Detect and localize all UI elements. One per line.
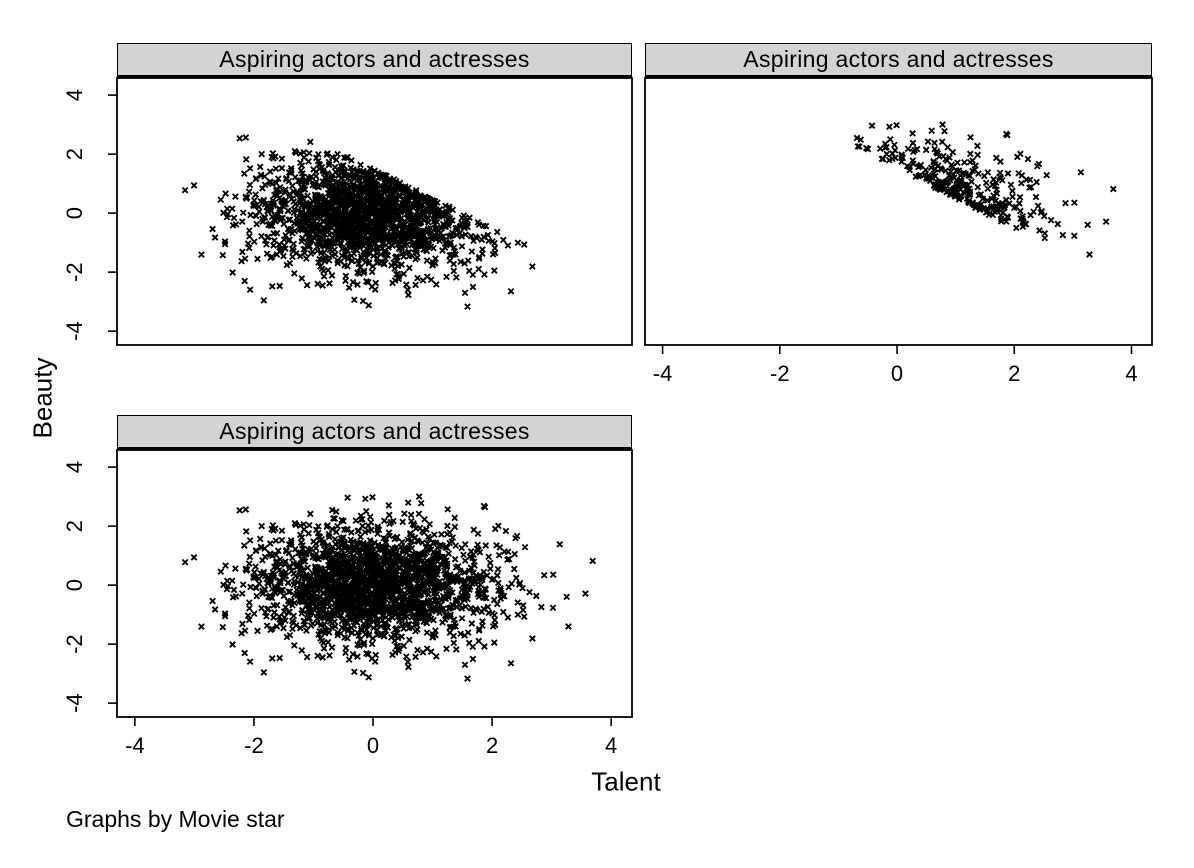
y-axis-title: Beauty (27, 357, 58, 439)
x-tick-label: 4 (1125, 361, 1137, 386)
x-tick-label: 0 (891, 361, 903, 386)
plot-border-movie-star (644, 77, 1153, 346)
y-tick-label: -2 (62, 262, 87, 282)
plot-border-total (116, 449, 633, 718)
scatter-markers-movie-star (853, 121, 1117, 258)
y-tick-label: -4 (62, 693, 87, 713)
y-tick-label: 2 (62, 520, 87, 532)
y-tick-label: 4 (62, 461, 87, 473)
x-tick-label: -2 (770, 361, 790, 386)
x-tick-label: 4 (605, 733, 617, 758)
plot-border-not-movie-star (116, 77, 633, 346)
by-variable-note: Graphs by Movie star (66, 806, 285, 832)
panel-title-total: Aspiring actors and actresses (117, 415, 632, 450)
y-tick-label: 0 (62, 579, 87, 591)
x-tick-label: 0 (367, 733, 379, 758)
x-tick-label: 2 (486, 733, 498, 758)
scatter-markers-total (181, 493, 597, 682)
scatter-markers-not-movie-star (181, 134, 536, 310)
y-tick-label: -4 (62, 321, 87, 341)
x-tick-label: -2 (244, 733, 264, 758)
x-axis-title: Talent (591, 766, 661, 797)
x-tick-label: 2 (1008, 361, 1020, 386)
y-tick-label: -2 (62, 634, 87, 654)
panel-title-not-movie-star: Aspiring actors and actresses (117, 43, 632, 78)
panel-title-movie-star: Aspiring actors and actresses (645, 43, 1152, 78)
x-tick-label: -4 (125, 733, 145, 758)
y-tick-label: 0 (62, 207, 87, 219)
y-tick-label: 4 (62, 89, 87, 101)
y-tick-label: 2 (62, 148, 87, 160)
x-tick-label: -4 (653, 361, 673, 386)
